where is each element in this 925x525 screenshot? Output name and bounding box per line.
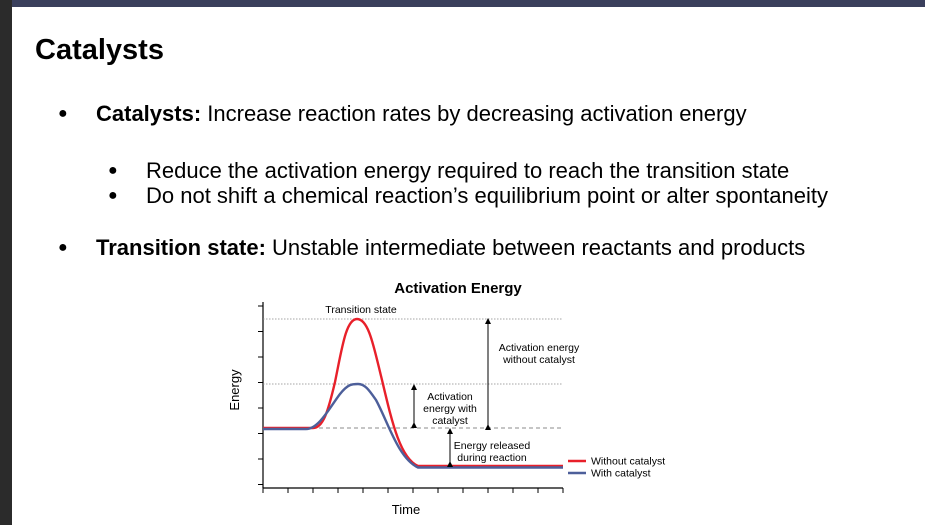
released-label-line1: Energy released	[454, 440, 531, 452]
ea-with-label-line2: energy with	[423, 403, 477, 415]
legend: Without catalyst With catalyst	[568, 456, 665, 480]
left-edge-bar	[0, 0, 12, 525]
slide-title: Catalysts	[35, 34, 164, 66]
bullet-text: Catalysts: Increase reaction rates by de…	[96, 101, 747, 127]
x-axis-ticks	[262, 488, 564, 493]
bullet-term: Catalysts:	[96, 101, 202, 126]
bullet-dot: ●	[108, 162, 118, 179]
bullet-dot: ●	[108, 187, 118, 204]
bullet-dot: ●	[58, 105, 68, 122]
legend-label-without-catalyst: Without catalyst	[591, 456, 665, 468]
bullet-body: Unstable intermediate between reactants …	[265, 235, 806, 260]
ea-without-label-line2: without catalyst	[502, 354, 575, 366]
x-axis-label: Time	[392, 502, 420, 517]
ea-with-label-line1: Activation	[427, 391, 473, 403]
with-catalyst-curve	[263, 382, 563, 469]
activation-energy-diagram: Activation Energy Transition state Activ…	[227, 280, 665, 517]
transition-state-label: Transition state	[325, 304, 397, 316]
top-accent-bar	[0, 0, 925, 7]
sub-bullet-text: Do not shift a chemical reaction’s equil…	[146, 183, 828, 208]
bullet-dot: ●	[58, 239, 68, 256]
bullet-body: Increase reaction rates by decreasing ac…	[201, 101, 747, 126]
y-axis-label: Energy	[227, 369, 242, 411]
ea-with-label-line3: catalyst	[432, 415, 468, 427]
legend-label-with-catalyst: With catalyst	[591, 468, 651, 480]
without-catalyst-curve	[263, 317, 563, 468]
bullet-term: Transition state:	[96, 235, 266, 260]
bullet-text: Transition state: Unstable intermediate …	[96, 235, 805, 261]
activation-energy-figure: Activation Energy Transition state Activ…	[218, 272, 676, 520]
released-label-line2: during reaction	[457, 452, 527, 464]
y-axis-ticks	[258, 305, 263, 485]
figure-title: Activation Energy	[394, 280, 522, 297]
sub-bullet-text: Reduce the activation energy required to…	[146, 158, 790, 183]
ea-without-label-line1: Activation energy	[499, 342, 580, 354]
